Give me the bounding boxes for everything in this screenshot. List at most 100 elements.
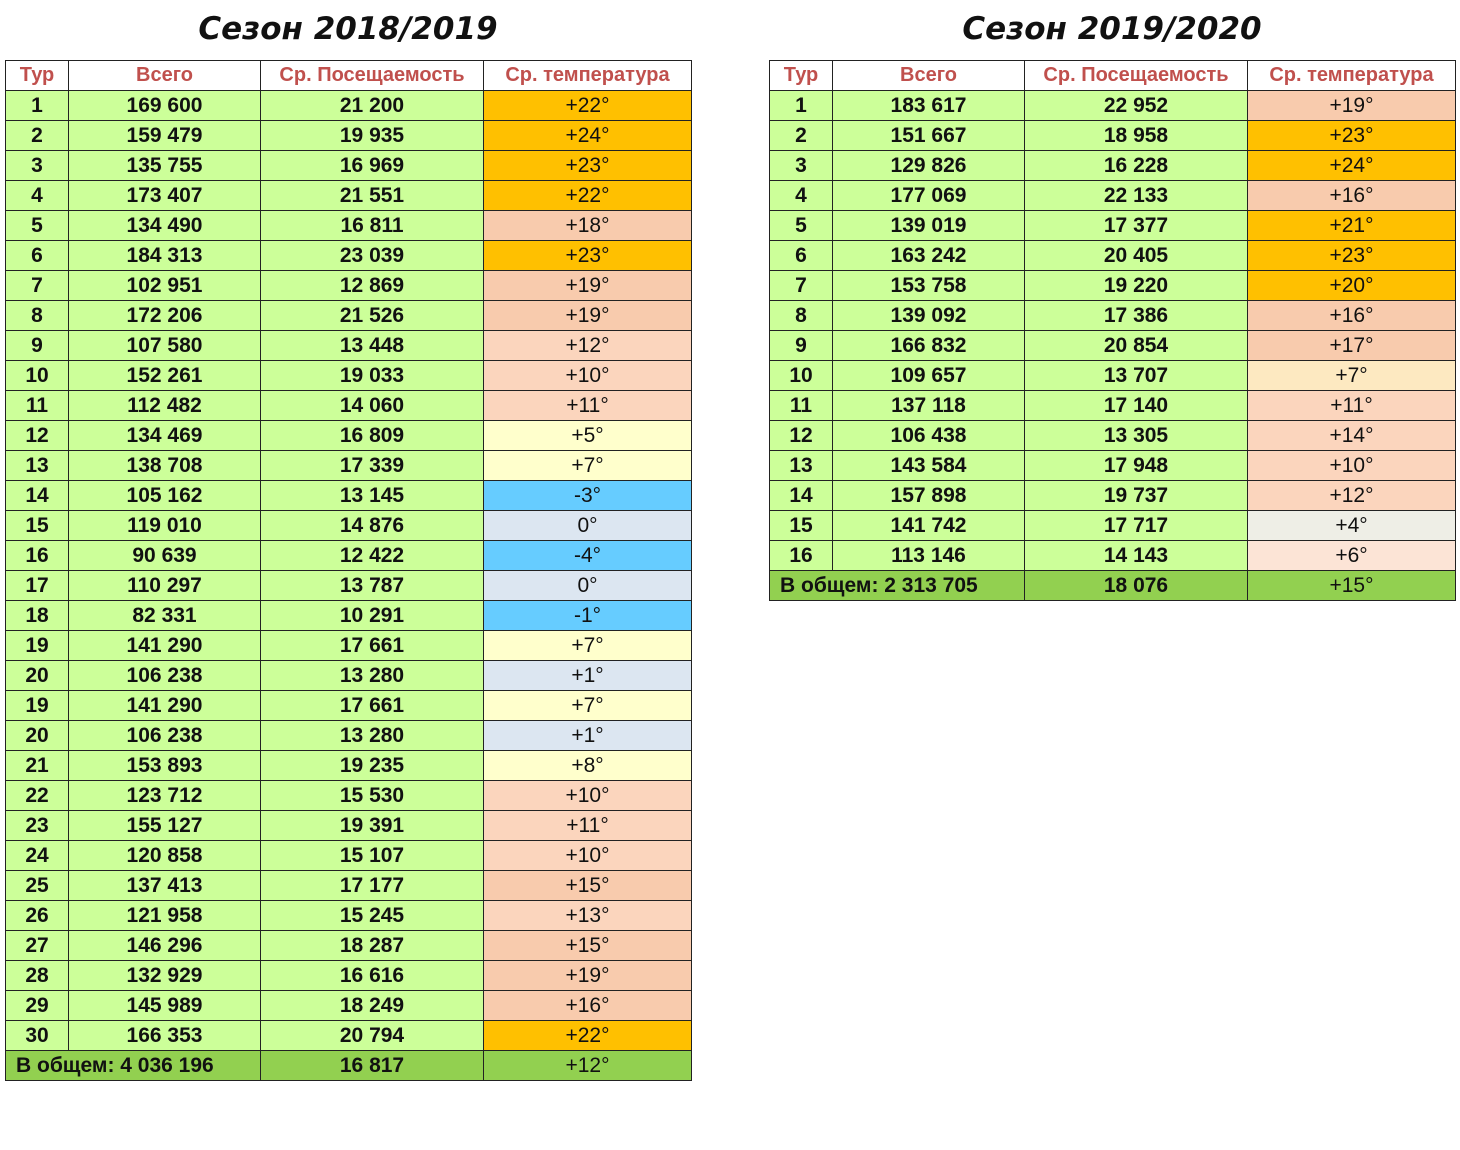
table-header-row: Тур Всего Ср. Посещаемость Ср. температу…	[769, 60, 1456, 91]
cell-total: 137 118	[832, 390, 1025, 421]
cell-total: 146 296	[68, 930, 261, 961]
table-row: 11 137 118 17 140 +11°	[769, 390, 1456, 421]
cell-total: 82 331	[68, 600, 261, 631]
cell-total: 157 898	[832, 480, 1025, 511]
table-row: 21 153 893 19 235 +8°	[5, 750, 692, 781]
table-row: 7 102 951 12 869 +19°	[5, 270, 692, 301]
cell-tour: 22	[5, 780, 69, 811]
table-row: 7 153 758 19 220 +20°	[769, 270, 1456, 301]
cell-avg-attendance: 20 405	[1024, 240, 1248, 271]
table-row: 1 169 600 21 200 +22°	[5, 90, 692, 121]
cell-tour: 2	[5, 120, 69, 151]
cell-avg-attendance: 17 386	[1024, 300, 1248, 331]
cell-total: 119 010	[68, 510, 261, 541]
cell-total: 137 413	[68, 870, 261, 901]
cell-temperature: +23°	[1247, 120, 1456, 151]
cell-tour: 5	[769, 210, 833, 241]
cell-tour: 14	[5, 480, 69, 511]
cell-tour: 20	[5, 720, 69, 751]
cell-total: 135 755	[68, 150, 261, 181]
cell-avg-attendance: 12 869	[260, 270, 484, 301]
cell-total: 113 146	[832, 540, 1025, 571]
cell-temperature: +6°	[1247, 540, 1456, 571]
cell-total: 143 584	[832, 450, 1025, 481]
cell-avg-attendance: 10 291	[260, 600, 484, 631]
cell-temperature: +10°	[1247, 450, 1456, 481]
header-total: Всего	[68, 60, 261, 91]
cell-total: 166 353	[68, 1020, 261, 1051]
cell-avg-attendance: 19 737	[1024, 480, 1248, 511]
cell-tour: 8	[5, 300, 69, 331]
table-row: 19 141 290 17 661 +7°	[5, 690, 692, 721]
cell-total: 177 069	[832, 180, 1025, 211]
cell-temperature: 0°	[483, 570, 692, 601]
table-row: 2 151 667 18 958 +23°	[769, 120, 1456, 151]
cell-temperature: +24°	[1247, 150, 1456, 181]
cell-temperature: +15°	[483, 930, 692, 961]
table-row: 17 110 297 13 787 0°	[5, 570, 692, 601]
cell-temperature: +22°	[483, 1020, 692, 1051]
cell-total: 155 127	[68, 810, 261, 841]
table-row: 12 106 438 13 305 +14°	[769, 420, 1456, 451]
cell-avg-attendance: 16 228	[1024, 150, 1248, 181]
header-avg-attendance: Ср. Посещаемость	[1024, 60, 1248, 91]
cell-temperature: +10°	[483, 840, 692, 871]
cell-temperature: +23°	[483, 240, 692, 271]
cell-total: 169 600	[68, 90, 261, 121]
cell-avg-attendance: 21 526	[260, 300, 484, 331]
cell-avg-attendance: 13 145	[260, 480, 484, 511]
cell-tour: 1	[5, 90, 69, 121]
table-row: 27 146 296 18 287 +15°	[5, 930, 692, 961]
cell-temperature: +19°	[483, 960, 692, 991]
cell-total: 106 238	[68, 720, 261, 751]
cell-avg-attendance: 20 794	[260, 1020, 484, 1051]
cell-total: 110 297	[68, 570, 261, 601]
cell-temperature: +10°	[483, 780, 692, 811]
cell-avg-attendance: 20 854	[1024, 330, 1248, 361]
cell-avg-attendance: 17 377	[1024, 210, 1248, 241]
cell-avg-attendance: 22 133	[1024, 180, 1248, 211]
cell-avg-attendance: 14 060	[260, 390, 484, 421]
cell-temperature: +1°	[483, 720, 692, 751]
cell-total: 132 929	[68, 960, 261, 991]
cell-temperature: +19°	[483, 300, 692, 331]
cell-total: 159 479	[68, 120, 261, 151]
cell-avg-attendance: 16 616	[260, 960, 484, 991]
header-tour: Тур	[5, 60, 69, 91]
attendance-table: Тур Всего Ср. Посещаемость Ср. температу…	[769, 60, 1456, 601]
cell-avg-attendance: 15 530	[260, 780, 484, 811]
cell-temperature: +24°	[483, 120, 692, 151]
table-row: 20 106 238 13 280 +1°	[5, 660, 692, 691]
summary-avg-temperature: +15°	[1247, 570, 1456, 601]
cell-avg-attendance: 18 958	[1024, 120, 1248, 151]
table-row: 10 109 657 13 707 +7°	[769, 360, 1456, 391]
cell-tour: 13	[5, 450, 69, 481]
cell-temperature: +19°	[483, 270, 692, 301]
cell-temperature: +23°	[483, 150, 692, 181]
cell-total: 129 826	[832, 150, 1025, 181]
cell-avg-attendance: 19 235	[260, 750, 484, 781]
table-row: 22 123 712 15 530 +10°	[5, 780, 692, 811]
cell-temperature: +12°	[1247, 480, 1456, 511]
table-row: 2 159 479 19 935 +24°	[5, 120, 692, 151]
table-row: 23 155 127 19 391 +11°	[5, 810, 692, 841]
cell-tour: 21	[5, 750, 69, 781]
cell-temperature: +23°	[1247, 240, 1456, 271]
table-row: 11 112 482 14 060 +11°	[5, 390, 692, 421]
table-row: 29 145 989 18 249 +16°	[5, 990, 692, 1021]
cell-total: 153 893	[68, 750, 261, 781]
table-row: 5 139 019 17 377 +21°	[769, 210, 1456, 241]
cell-tour: 26	[5, 900, 69, 931]
header-avg-temperature: Ср. температура	[483, 60, 692, 91]
cell-total: 120 858	[68, 840, 261, 871]
cell-tour: 12	[5, 420, 69, 451]
cell-tour: 15	[769, 510, 833, 541]
cell-tour: 19	[5, 690, 69, 721]
summary-row: В общем: 4 036 196 16 817 +12°	[5, 1050, 692, 1081]
table-row: 25 137 413 17 177 +15°	[5, 870, 692, 901]
table-body: 1 183 617 22 952 +19° 2 151 667 18 958 +23° 3 129…	[769, 90, 1456, 571]
cell-temperature: +20°	[1247, 270, 1456, 301]
table-row: 12 134 469 16 809 +5°	[5, 420, 692, 451]
summary-row: В общем: 2 313 705 18 076 +15°	[769, 570, 1456, 601]
table-row: 3 129 826 16 228 +24°	[769, 150, 1456, 181]
